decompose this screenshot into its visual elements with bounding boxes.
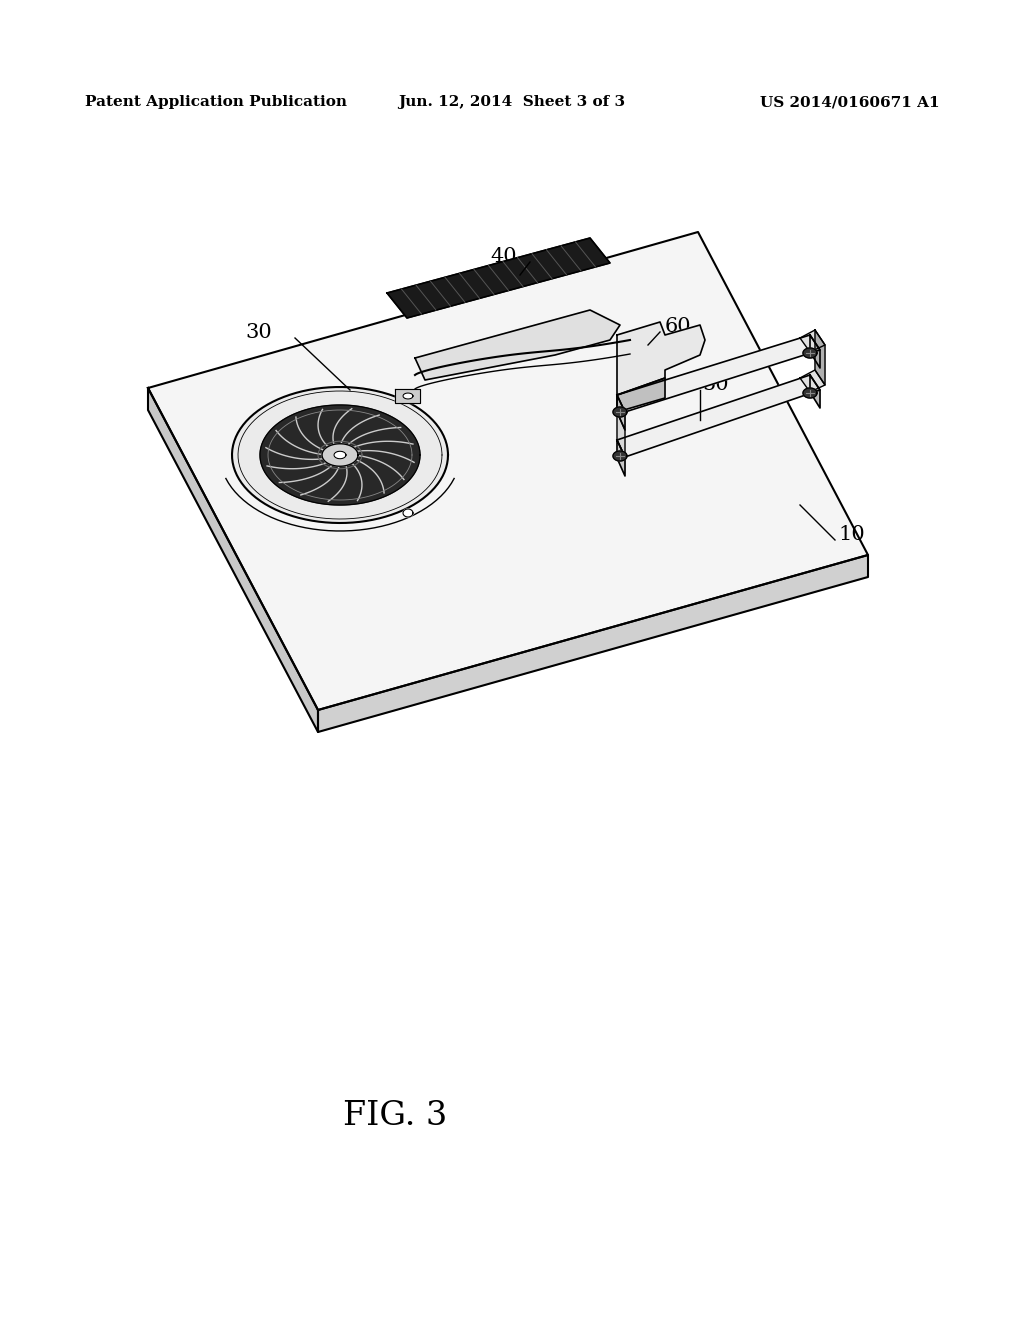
Polygon shape [810,335,820,368]
Polygon shape [803,388,817,399]
Text: 60: 60 [665,317,691,335]
Polygon shape [803,348,817,358]
Text: Patent Application Publication: Patent Application Publication [85,95,347,110]
Polygon shape [617,378,665,412]
Polygon shape [260,405,420,506]
Polygon shape [322,444,358,466]
Polygon shape [334,451,346,459]
Polygon shape [403,510,413,517]
Text: FIG. 3: FIG. 3 [343,1100,447,1133]
Polygon shape [810,375,820,408]
Text: Jun. 12, 2014  Sheet 3 of 3: Jun. 12, 2014 Sheet 3 of 3 [398,95,626,110]
Polygon shape [617,395,625,430]
Polygon shape [800,330,825,352]
Polygon shape [617,375,820,457]
Polygon shape [318,554,868,733]
Polygon shape [403,393,413,399]
Polygon shape [617,412,625,457]
Polygon shape [617,335,820,412]
Polygon shape [148,388,318,733]
Polygon shape [613,451,627,461]
Polygon shape [415,310,620,380]
Polygon shape [395,389,420,403]
Polygon shape [815,330,825,385]
Polygon shape [232,387,449,523]
Polygon shape [148,232,868,710]
Polygon shape [613,407,627,417]
Polygon shape [387,238,610,318]
Text: 40: 40 [490,247,517,265]
Text: US 2014/0160671 A1: US 2014/0160671 A1 [761,95,940,110]
Text: 30: 30 [246,322,272,342]
Polygon shape [617,440,625,477]
Polygon shape [800,370,825,392]
Text: 10: 10 [838,525,864,544]
Text: 50: 50 [702,375,729,395]
Polygon shape [617,322,705,395]
